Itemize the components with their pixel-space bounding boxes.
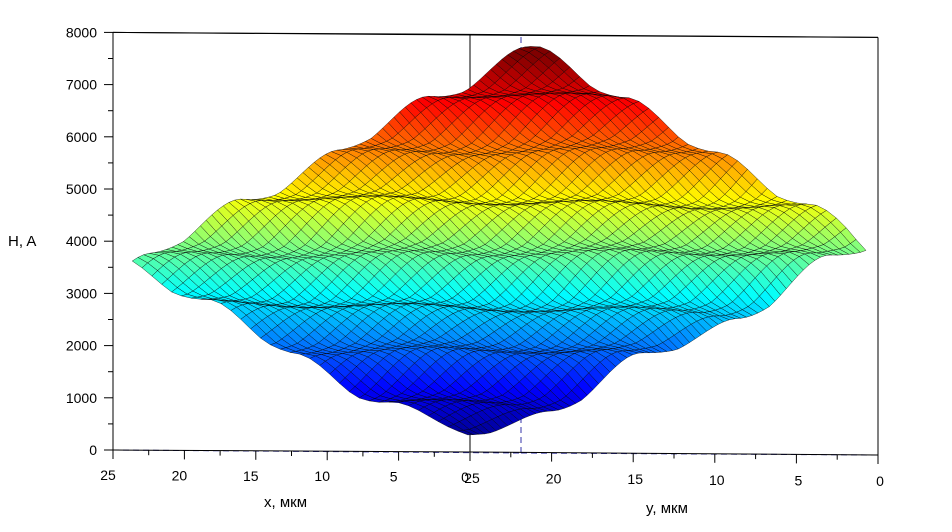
x-tick-label: 15 — [243, 468, 259, 484]
x-tick-label: 10 — [314, 468, 330, 484]
z-axis-title: H, A — [8, 233, 36, 250]
y-tick-label: 5 — [795, 472, 803, 488]
z-tick-label: 2000 — [66, 338, 97, 354]
box-edge — [112, 31, 522, 36]
x-tick-label: 5 — [390, 469, 398, 485]
plot-box-front — [112, 449, 879, 456]
y-tick-label: 15 — [627, 471, 643, 487]
y-tick-label: 0 — [876, 473, 884, 489]
x-tick-label: 25 — [100, 467, 116, 483]
z-tick-label: 4000 — [66, 233, 97, 249]
y-axis-title: y, мкм — [646, 500, 688, 517]
y-tick-label: 20 — [546, 471, 562, 487]
z-tick-label: 6000 — [66, 129, 97, 145]
z-tick-label: 7000 — [66, 77, 97, 93]
y-tick-label: 10 — [709, 472, 725, 488]
z-axis: 0 1000 2000 3000 4000 5000 6000 7000 8000 — [66, 24, 114, 458]
x-tick-label: 0 — [461, 469, 469, 485]
z-tick-label: 8000 — [66, 24, 97, 40]
box-edge — [520, 34, 879, 38]
y-tick-label: 25 — [464, 470, 480, 486]
z-tick-label: 0 — [89, 442, 97, 458]
x-axis: 25 20 15 10 5 0 — [100, 450, 471, 485]
y-axis: 25 20 15 10 5 0 — [464, 452, 884, 489]
x-tick-label: 20 — [172, 467, 188, 483]
surface-cell — [457, 430, 474, 436]
x-axis-title: x, мкм — [264, 494, 307, 511]
z-tick-label: 1000 — [66, 390, 97, 406]
z-tick-label: 5000 — [66, 181, 97, 197]
surface-mesh — [131, 46, 867, 436]
z-tick-label: 3000 — [66, 285, 97, 301]
